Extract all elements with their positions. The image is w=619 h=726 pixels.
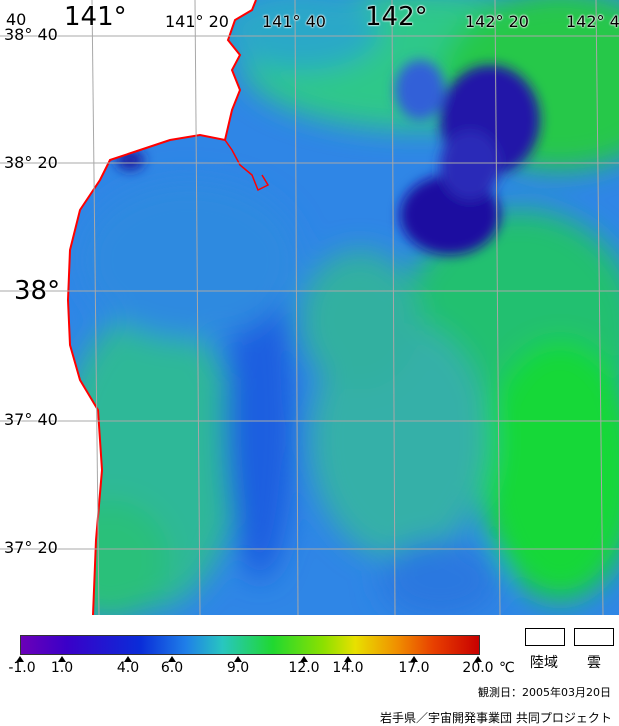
credit-text: 岩手県／宇宙開発事業団 共同プロジェクト: [380, 711, 612, 725]
lat-label-38-40: 38° 40: [4, 25, 58, 44]
lat-label-38-20: 38° 20: [4, 153, 58, 172]
lat-label-37-20: 37° 20: [4, 538, 58, 557]
lat-label-37-40: 37° 40: [4, 410, 58, 429]
lon-label-142-40: 142° 40: [566, 12, 619, 31]
colorbar-tick-label: 17.0: [398, 660, 430, 676]
colorbar-tick-label: 6.0: [160, 660, 184, 676]
colorbar-tick: [124, 656, 132, 662]
colorbar-tick-label: 9.0: [226, 660, 250, 676]
colorbar-tick: [58, 656, 66, 662]
lon-label-141-40: 141° 40: [262, 12, 326, 31]
colorbar-tick: [474, 656, 482, 662]
colorbar-tick: [168, 656, 176, 662]
bay-coastline: [224, 139, 270, 192]
sea-surface-temperature-map: [0, 0, 619, 615]
sea-temperature-field: [60, 0, 619, 615]
lon-label-142: 142°: [365, 2, 428, 32]
cloud-legend-swatch: [574, 628, 614, 646]
colorbar-tick-label: -1.0: [8, 660, 36, 676]
land-legend-swatch: [525, 628, 565, 646]
colorbar-tick-label: 1.0: [50, 660, 74, 676]
land-legend-label: 陸域: [530, 655, 558, 671]
colorbar-tick: [300, 656, 308, 662]
colorbar-tick-label: 20.0: [462, 660, 494, 676]
colorbar-tick: [344, 656, 352, 662]
colorbar-tick-label: 4.0: [116, 660, 140, 676]
colorbar-tick: [16, 656, 24, 662]
colorbar-tick: [410, 656, 418, 662]
temperature-colorbar: [20, 635, 480, 655]
lon-label-141-20: 141° 20: [165, 12, 229, 31]
lon-label-141: 141°: [64, 2, 127, 32]
lon-label-partial: 40: [6, 10, 27, 29]
lon-label-142-20: 142° 20: [465, 12, 529, 31]
land-area: [0, 0, 256, 615]
lat-label-38: 38°: [14, 276, 61, 306]
colorbar-tick-label: 14.0: [332, 660, 364, 676]
colorbar-tick-label: 12.0: [288, 660, 320, 676]
observation-date: 観測日：2005年03月20日: [478, 686, 611, 699]
cloud-legend-label: 雲: [587, 655, 601, 671]
temperature-unit: ℃: [499, 660, 515, 676]
coastline: [66, 0, 257, 615]
colorbar-tick: [234, 656, 242, 662]
graticule: [0, 0, 619, 615]
